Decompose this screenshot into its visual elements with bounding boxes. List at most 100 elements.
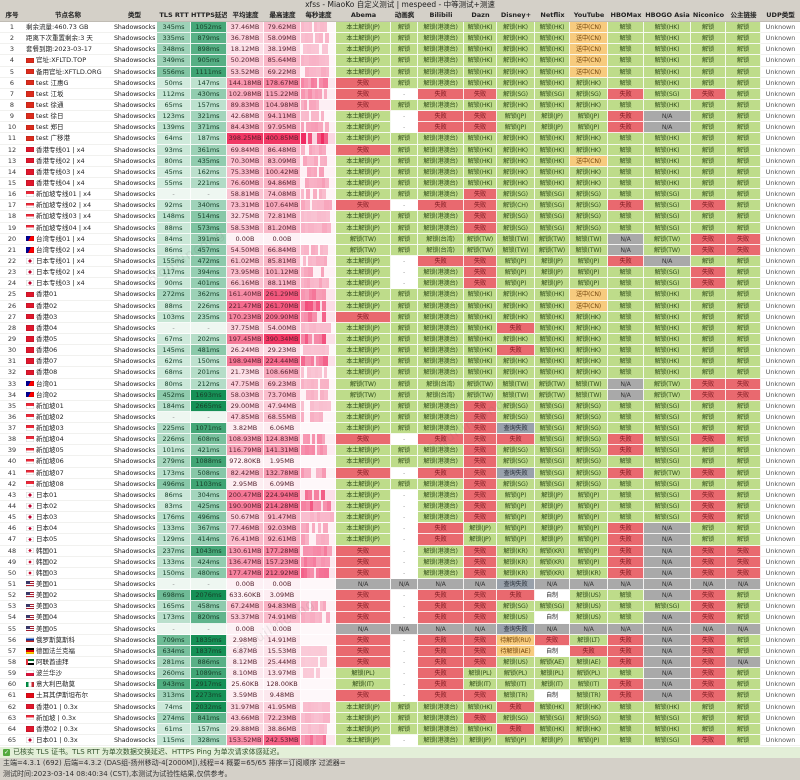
service-cell-hbogo: 解锁(HK) — [644, 311, 691, 323]
service-cell-anime: 解锁 — [391, 244, 418, 256]
node-name: 香港01 — [24, 289, 112, 301]
table-row: 65 日本01 | 0.3x Shadowsocks 115ms 328ms 153.52… — [0, 735, 800, 747]
service-cell-abema: N/A — [336, 623, 391, 635]
service-cell-princess: 失败 — [726, 545, 761, 557]
speed-bar-segment — [314, 333, 319, 345]
speed-bar-segment — [312, 434, 315, 445]
tls-rtt-cell: 123ms — [157, 111, 191, 123]
service-cell-youtube: 解锁(SG) — [570, 456, 608, 468]
node-type: Shadowsocks — [112, 255, 157, 268]
service-cell-hbomax: 解锁 — [608, 723, 644, 735]
service-cell-netflix: 解锁(JP) — [535, 501, 570, 513]
max-speed-cell: 0.00B — [264, 579, 301, 591]
table-row: 43 日本01 Shadowsocks 86ms 304ms 200.47MB 224.94… — [0, 489, 800, 502]
service-cell-bilibili: 解锁(港澳台) — [418, 77, 464, 89]
speed-bar-segment — [304, 55, 309, 66]
service-cell-hbogo: 解锁(SG) — [644, 200, 691, 212]
max-speed-cell: 107.64MB — [264, 200, 301, 212]
speed-bar-segment — [306, 122, 311, 133]
service-cell-anime: 解锁 — [391, 166, 418, 178]
per-second-speed-bar — [301, 345, 336, 357]
speed-bar-segment — [321, 111, 324, 122]
node-type: Shadowsocks — [112, 189, 157, 201]
per-second-speed-bar — [301, 679, 336, 691]
max-speed-cell: 83.09MB — [264, 155, 301, 167]
service-cell-bilibili: 失败 — [418, 434, 464, 446]
flag-icon-jp — [26, 280, 34, 286]
table-row: 64 香港02 | 0.3x Shadowsocks 61ms 157ms 29.88MB… — [0, 723, 800, 735]
service-cell-youtube: 解锁(SG) — [570, 445, 608, 457]
service-cell-dazn: 失败 — [464, 200, 497, 212]
service-cell-netflix: 失败 — [535, 634, 570, 646]
node-name: 香港02 | 0.3x — [24, 723, 112, 735]
node-name: 日本03 — [24, 512, 112, 524]
speed-bar-segment — [317, 445, 320, 456]
service-cell-princess: 解锁 — [726, 690, 761, 702]
per-second-speed-bar — [301, 735, 336, 747]
service-cell-bilibili: 解锁(港澳台) — [418, 423, 464, 435]
max-speed-cell: 85.81MB — [264, 255, 301, 268]
service-cell-disney: 解锁(JP) — [497, 278, 535, 290]
speed-bar-segment — [301, 512, 305, 523]
service-cell-princess: 解锁 — [726, 534, 761, 546]
speed-bar-segment — [301, 501, 306, 512]
per-second-speed-bar — [301, 534, 336, 546]
speed-bar-segment — [322, 668, 324, 678]
node-type: Shadowsocks — [112, 356, 157, 368]
speed-bar-segment — [312, 289, 316, 300]
speed-bar-segment — [317, 200, 320, 211]
speed-bar-segment — [326, 234, 330, 244]
udp-type-cell: Unknown — [761, 523, 800, 535]
row-index: 26 — [0, 300, 24, 312]
udp-type-cell: Unknown — [761, 66, 800, 78]
service-cell-niconico: 解锁 — [691, 523, 726, 535]
speed-bar-segment — [310, 556, 313, 567]
service-cell-dazn: 失败 — [464, 478, 497, 490]
max-speed-cell: 25.44MB — [264, 657, 301, 669]
max-speed-cell: 0.00B — [264, 233, 301, 245]
max-speed-cell: 1.95MB — [264, 456, 301, 468]
service-cell-hbogo: N/A — [644, 111, 691, 123]
service-cell-princess: 解锁 — [726, 289, 761, 301]
table-row: 8 test 徐通 Shadowsocks 65ms 157ms 89.83MB 104.9… — [0, 99, 800, 112]
https-latency-cell: 371ms — [191, 122, 227, 134]
flag-icon-hk — [26, 703, 34, 710]
service-cell-hbomax: 解锁 — [608, 478, 644, 490]
udp-type-cell: Unknown — [761, 690, 800, 702]
service-cell-bilibili: 失败 — [418, 645, 464, 658]
speed-bar-segment — [307, 567, 310, 579]
speed-bar-segment — [305, 333, 308, 345]
service-cell-netflix: 解锁(HK) — [535, 701, 570, 713]
speed-bar-segment — [322, 434, 325, 445]
max-speed-cell: 132.78MB — [264, 467, 301, 479]
https-latency-cell: 472ms — [191, 255, 227, 268]
service-cell-hbogo: N/A — [644, 590, 691, 602]
max-speed-cell: 0.00B — [264, 623, 301, 635]
service-cell-princess: 解锁 — [726, 66, 761, 78]
max-speed-cell: 178.67MB — [264, 77, 301, 89]
speed-bar-segment — [323, 412, 326, 422]
service-cell-niconico: 解锁 — [691, 133, 726, 145]
service-cell-disney: 解锁(JP) — [497, 267, 535, 279]
tls-rtt-cell: 88ms — [157, 222, 191, 234]
speed-bar-segment — [301, 55, 304, 66]
per-second-speed-bar — [301, 590, 336, 602]
flag-icon-us — [26, 614, 34, 621]
per-second-speed-bar — [301, 133, 336, 145]
flag-icon-jp — [26, 492, 34, 498]
service-cell-disney: 待解锁(AE) — [497, 645, 535, 658]
service-cell-niconico: 解锁 — [691, 423, 726, 435]
service-cell-anime: 解锁 — [391, 345, 418, 357]
service-cell-abema: 本土解锁(JP) — [336, 166, 391, 178]
service-cell-anime: 解锁 — [391, 144, 418, 156]
service-cell-netflix: 解锁(HK) — [535, 144, 570, 156]
table-row: 32 香港08 Shadowsocks 68ms 201ms 21.73MB 108.66M… — [0, 367, 800, 379]
service-cell-dazn: 解锁(HK) — [464, 289, 497, 301]
service-cell-netflix: 解锁(KR) — [535, 545, 570, 557]
service-cell-hbomax: 解锁 — [608, 456, 644, 468]
service-cell-princess: 解锁 — [726, 735, 761, 747]
service-cell-hbomax: 解锁 — [608, 177, 644, 190]
service-cell-netflix: 解锁(SG) — [535, 211, 570, 223]
service-cell-dazn: 解锁(HK) — [464, 701, 497, 713]
service-cell-bilibili: 失败 — [418, 634, 464, 646]
